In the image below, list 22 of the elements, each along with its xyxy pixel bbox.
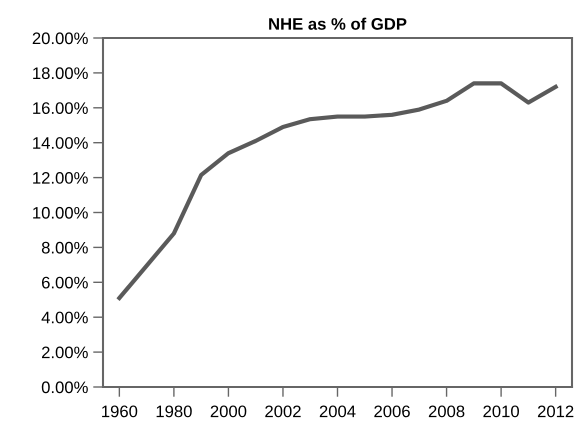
y-tick-label: 16.00% bbox=[33, 102, 88, 114]
x-tick-label: 1980 bbox=[156, 405, 192, 418]
x-tick-label: 1960 bbox=[102, 405, 138, 418]
y-tick-label: 18.00% bbox=[33, 67, 88, 80]
y-tick-label: 8.00% bbox=[42, 242, 88, 254]
y-tick-label: 0.00% bbox=[42, 381, 88, 394]
y-tick-label: 6.00% bbox=[42, 276, 88, 289]
x-tick-label: 2010 bbox=[483, 405, 519, 418]
y-tick-label: 4.00% bbox=[42, 312, 88, 324]
x-tick-label: 2006 bbox=[374, 405, 410, 418]
x-tick-label: 2002 bbox=[265, 405, 301, 418]
y-tick-label: 20.00% bbox=[32, 32, 88, 44]
y-tick-label: 12.00% bbox=[33, 172, 88, 184]
chart-title: NHE as % of GDP bbox=[269, 18, 406, 30]
x-tick-label: 2008 bbox=[428, 405, 464, 418]
x-tick-label: 2000 bbox=[210, 405, 246, 418]
y-tick-label: 2.00% bbox=[42, 346, 88, 358]
y-tick-label: 14.00% bbox=[33, 137, 88, 149]
x-tick-label: 2004 bbox=[320, 405, 356, 418]
line-series bbox=[117, 81, 558, 300]
x-tick-label: 2012 bbox=[538, 405, 574, 418]
y-tick-label: 10.00% bbox=[33, 206, 88, 219]
